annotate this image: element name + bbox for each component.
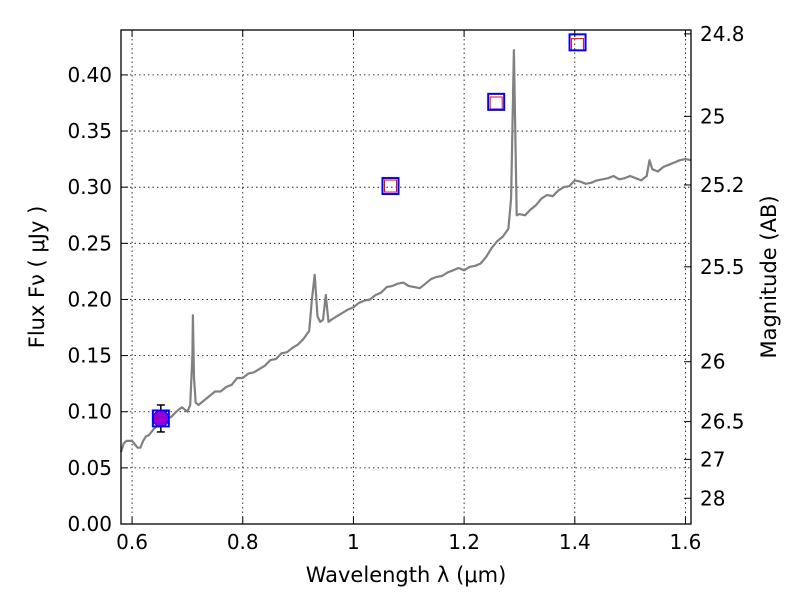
- magnitude-tick-label: 25.2: [700, 173, 745, 197]
- spectrum-line: [119, 49, 692, 453]
- y-tick-label: 0.10: [67, 400, 112, 424]
- magnitude-tick-label: 25: [700, 104, 725, 128]
- x-tick-label: 1.2: [448, 530, 480, 554]
- magnitude-tick-label: 26: [700, 350, 725, 374]
- magnitude-tick-label: 26.5: [700, 410, 745, 434]
- y-tick-label: 0.20: [67, 287, 112, 311]
- y-tick-label: 0.40: [67, 63, 112, 87]
- magnitude-axis-label: Magnitude (AB): [757, 195, 781, 358]
- x-axis-label: Wavelength λ (μm): [306, 563, 507, 587]
- x-tick-label: 1: [347, 530, 360, 554]
- photometry-point: [384, 179, 398, 193]
- spectrum-series: [119, 49, 692, 453]
- x-tick-label: 1.4: [559, 530, 591, 554]
- x-tick-label: 1.6: [670, 530, 702, 554]
- model-box-marker: [151, 409, 170, 428]
- y-axis-label: Flux Fν ( μJy ): [25, 206, 49, 349]
- plot-frame: [120, 29, 692, 525]
- magnitude-axis-ticks: 24.8 25 25.2 25.5 26 26.5 27 28: [684, 22, 745, 510]
- y-tick-label: 0.00: [67, 512, 112, 536]
- y-axis-ticks: 0.00 0.05 0.10 0.15 0.20 0.25 0.30 0.35 0.40: [67, 63, 128, 536]
- model-box-marker: [381, 177, 400, 196]
- x-tick-label: 0.6: [116, 530, 148, 554]
- magnitude-tick-label: 24.8: [700, 22, 745, 46]
- model-box-marker: [568, 33, 587, 52]
- magnitude-tick-label: 28: [700, 486, 725, 510]
- plot-background: [121, 30, 691, 524]
- photometry-markers: [151, 33, 587, 433]
- photometry-point: [152, 409, 170, 427]
- x-axis-ticks: 0.6 0.8 1 1.2 1.4 1.6: [116, 30, 701, 554]
- magnitude-tick-label: 25.5: [700, 255, 745, 279]
- y-tick-label: 0.35: [67, 119, 112, 143]
- y-tick-label: 0.15: [67, 344, 112, 368]
- y-tick-label: 0.25: [67, 231, 112, 255]
- model-box-marker: [487, 92, 506, 111]
- magnitude-tick-label: 27: [700, 447, 725, 471]
- y-tick-label: 0.30: [67, 175, 112, 199]
- y-tick-label: 0.05: [67, 456, 112, 480]
- x-tick-label: 0.8: [227, 530, 259, 554]
